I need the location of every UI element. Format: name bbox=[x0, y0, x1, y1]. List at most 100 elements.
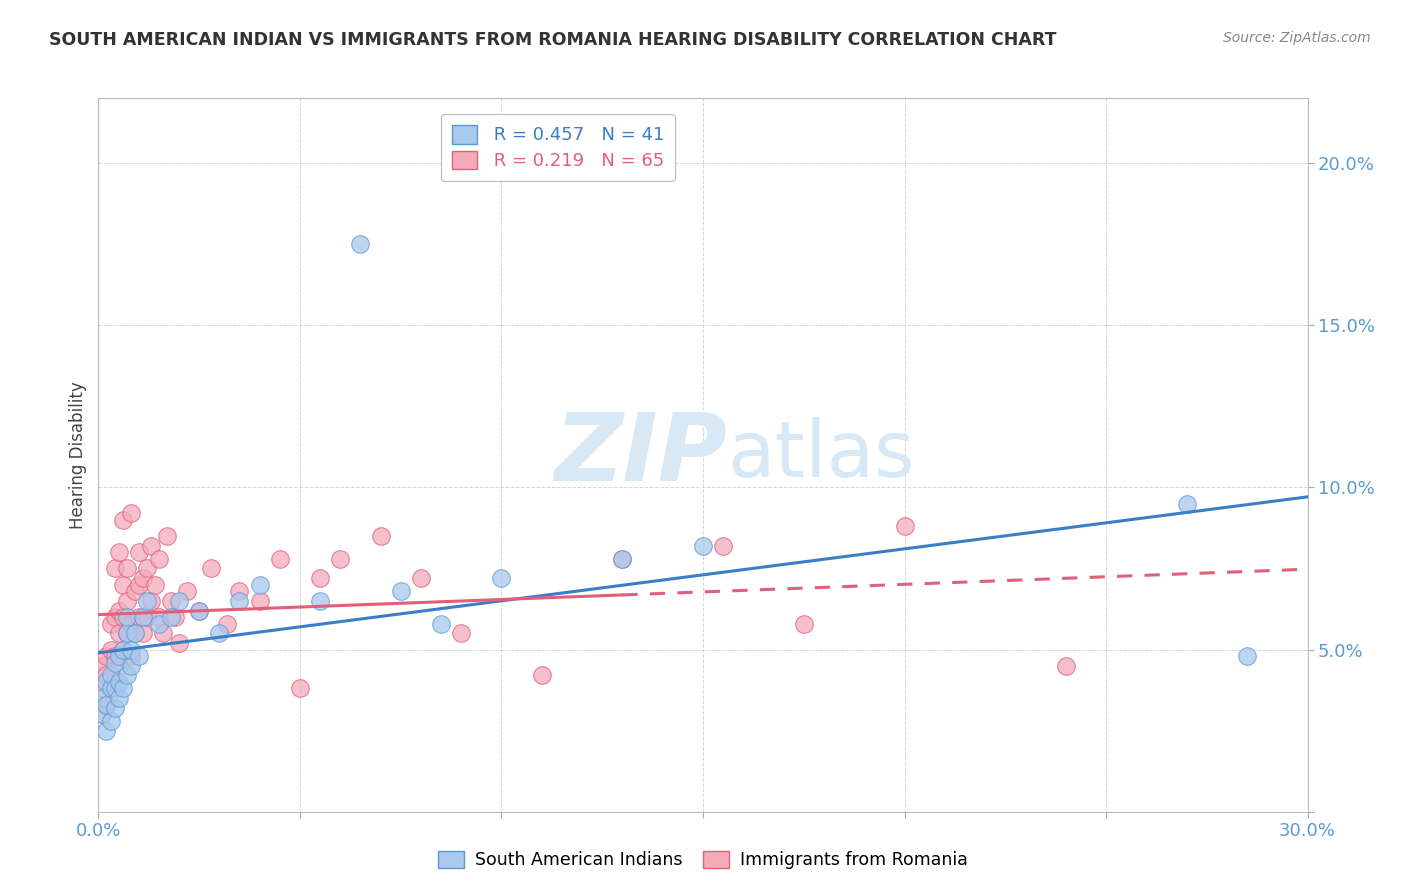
Point bbox=[139, 539, 162, 553]
Point bbox=[692, 539, 714, 553]
Point bbox=[163, 610, 186, 624]
Point bbox=[103, 648, 125, 663]
Point bbox=[111, 642, 134, 657]
Point bbox=[91, 691, 114, 706]
Point bbox=[120, 642, 142, 657]
Point bbox=[96, 698, 118, 712]
Point bbox=[309, 594, 332, 608]
Text: Source: ZipAtlas.com: Source: ZipAtlas.com bbox=[1223, 31, 1371, 45]
Point bbox=[103, 561, 125, 575]
Point bbox=[100, 616, 122, 631]
Point bbox=[793, 616, 815, 631]
Point bbox=[143, 577, 166, 591]
Point bbox=[249, 594, 271, 608]
Point bbox=[612, 551, 634, 566]
Point bbox=[103, 610, 125, 624]
Point bbox=[1236, 648, 1258, 663]
Point bbox=[103, 701, 125, 715]
Point bbox=[135, 594, 157, 608]
Point bbox=[309, 571, 332, 585]
Point bbox=[100, 681, 122, 696]
Point bbox=[124, 584, 146, 599]
Point bbox=[288, 681, 311, 696]
Point bbox=[612, 551, 634, 566]
Point bbox=[132, 571, 155, 585]
Point bbox=[120, 616, 142, 631]
Point bbox=[107, 626, 129, 640]
Point bbox=[115, 626, 138, 640]
Point bbox=[128, 577, 150, 591]
Point bbox=[176, 584, 198, 599]
Point bbox=[893, 519, 915, 533]
Point bbox=[228, 584, 250, 599]
Point bbox=[249, 577, 271, 591]
Point bbox=[132, 610, 155, 624]
Point bbox=[100, 642, 122, 657]
Point bbox=[96, 668, 118, 682]
Point bbox=[217, 616, 239, 631]
Point bbox=[430, 616, 453, 631]
Point bbox=[132, 626, 155, 640]
Point bbox=[156, 529, 179, 543]
Point bbox=[107, 675, 129, 690]
Point bbox=[409, 571, 432, 585]
Point bbox=[128, 648, 150, 663]
Point bbox=[389, 584, 412, 599]
Point bbox=[188, 604, 211, 618]
Point bbox=[103, 656, 125, 670]
Point bbox=[91, 658, 114, 673]
Point bbox=[135, 610, 157, 624]
Point bbox=[115, 594, 138, 608]
Point bbox=[135, 561, 157, 575]
Point bbox=[91, 681, 114, 696]
Point bbox=[111, 681, 134, 696]
Point bbox=[450, 626, 472, 640]
Point bbox=[107, 604, 129, 618]
Point bbox=[111, 610, 134, 624]
Point bbox=[1175, 497, 1198, 511]
Point bbox=[188, 604, 211, 618]
Point bbox=[200, 561, 222, 575]
Point bbox=[349, 237, 371, 252]
Point bbox=[103, 675, 125, 690]
Point bbox=[228, 594, 250, 608]
Point bbox=[107, 691, 129, 706]
Point bbox=[91, 707, 114, 722]
Point bbox=[152, 626, 174, 640]
Point bbox=[128, 545, 150, 559]
Point bbox=[1054, 658, 1077, 673]
Point bbox=[491, 571, 513, 585]
Point bbox=[96, 698, 118, 712]
Point bbox=[96, 723, 118, 738]
Point bbox=[128, 610, 150, 624]
Text: atlas: atlas bbox=[727, 417, 915, 493]
Point bbox=[120, 658, 142, 673]
Text: ZIP: ZIP bbox=[554, 409, 727, 501]
Point bbox=[91, 707, 114, 722]
Point bbox=[115, 610, 138, 624]
Point bbox=[107, 648, 129, 663]
Point bbox=[100, 668, 122, 682]
Legend: South American Indians, Immigrants from Romania: South American Indians, Immigrants from … bbox=[432, 844, 974, 876]
Point bbox=[96, 675, 118, 690]
Point bbox=[115, 561, 138, 575]
Point bbox=[96, 648, 118, 663]
Point bbox=[530, 668, 553, 682]
Text: SOUTH AMERICAN INDIAN VS IMMIGRANTS FROM ROMANIA HEARING DISABILITY CORRELATION : SOUTH AMERICAN INDIAN VS IMMIGRANTS FROM… bbox=[49, 31, 1057, 49]
Point bbox=[148, 610, 170, 624]
Point bbox=[167, 594, 190, 608]
Point bbox=[148, 616, 170, 631]
Point bbox=[120, 506, 142, 520]
Point bbox=[111, 577, 134, 591]
Point bbox=[139, 594, 162, 608]
Point bbox=[148, 551, 170, 566]
Point bbox=[711, 539, 734, 553]
Point bbox=[167, 636, 190, 650]
Point bbox=[107, 545, 129, 559]
Y-axis label: Hearing Disability: Hearing Disability bbox=[69, 381, 87, 529]
Point bbox=[115, 626, 138, 640]
Point bbox=[269, 551, 291, 566]
Point bbox=[370, 529, 392, 543]
Point bbox=[208, 626, 231, 640]
Legend:  R = 0.457   N = 41,  R = 0.219   N = 65: R = 0.457 N = 41, R = 0.219 N = 65 bbox=[441, 114, 675, 181]
